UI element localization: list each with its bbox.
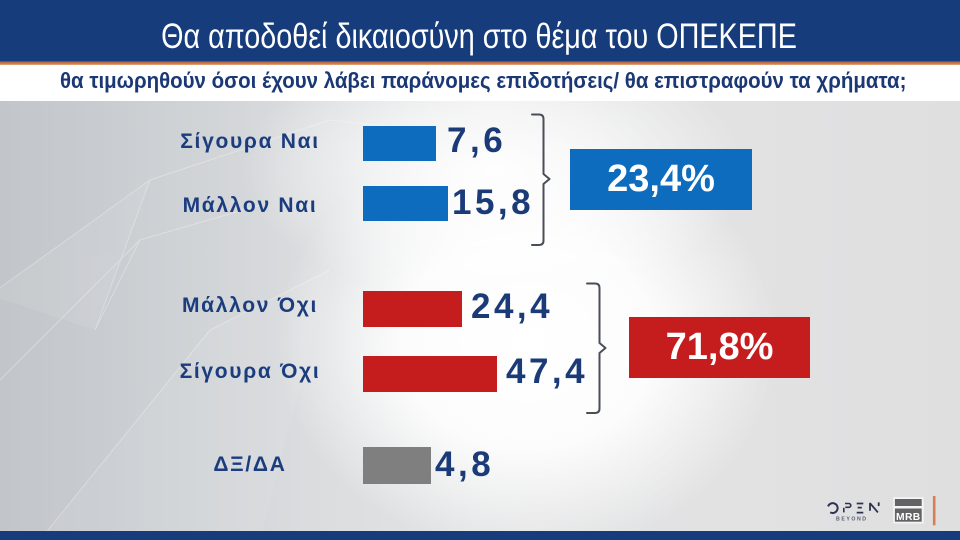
svg-text:MRB: MRB — [896, 512, 921, 523]
svg-text:BEYOND: BEYOND — [836, 517, 868, 523]
